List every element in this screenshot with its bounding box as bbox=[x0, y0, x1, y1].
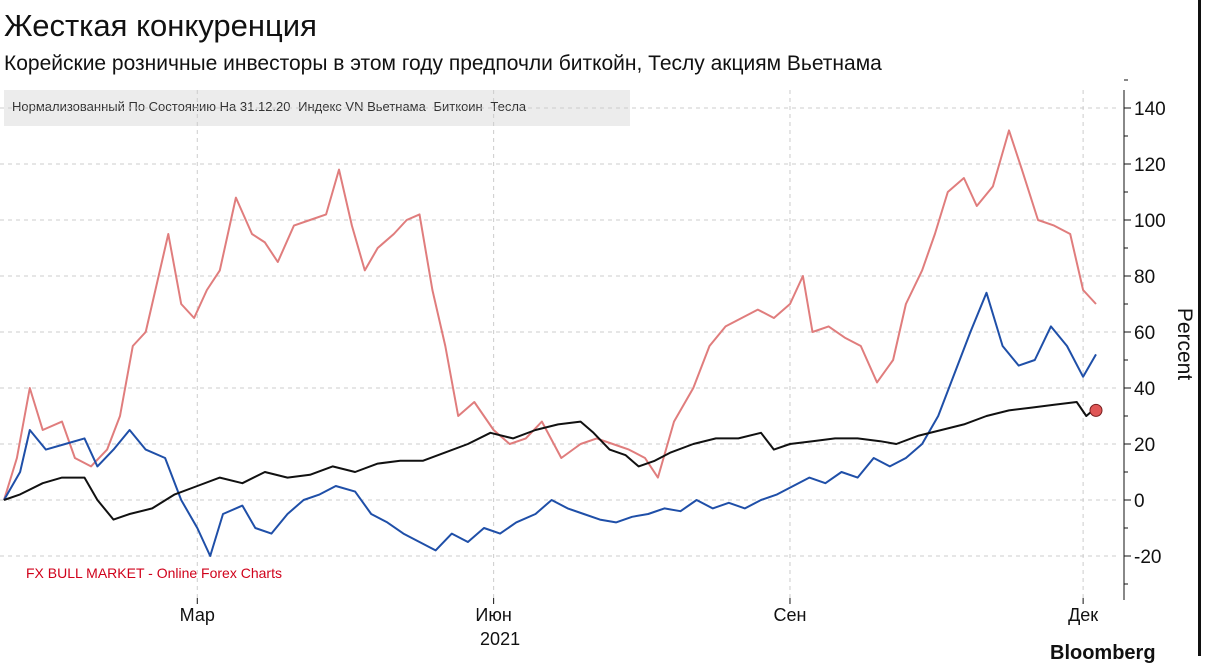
brand-logo-text: Bloomberg bbox=[1050, 642, 1156, 664]
legend-entry-vn-index: Индекс VN Вьетнама bbox=[298, 99, 426, 114]
legend-entry-bitcoin: Биткоин bbox=[433, 99, 483, 114]
y-axis: -20 0 20 40 60 80 100 120 140 bbox=[1123, 79, 1166, 600]
legend-normalized-label: Нормализованный По Состоянию На 31.12.20 bbox=[12, 99, 291, 114]
legend-entry-tesla: Тесла bbox=[490, 99, 527, 114]
series-line-tesla bbox=[3, 291, 1097, 557]
chart-title: Жесткая конкуренция bbox=[4, 8, 317, 43]
x-tick-label: Сен bbox=[774, 605, 807, 625]
end-marker bbox=[1089, 403, 1103, 417]
end-marker-group bbox=[1089, 403, 1103, 417]
y-tick-label: 20 bbox=[1134, 435, 1155, 456]
y-axis-title: Percent bbox=[1173, 307, 1196, 381]
legend: Нормализованный По Состоянию На 31.12.20… bbox=[4, 90, 630, 126]
chart-subtitle: Корейские розничные инвесторы в этом год… bbox=[4, 52, 882, 75]
x-tick-label: Июн bbox=[475, 605, 511, 625]
y-tick-label: 120 bbox=[1134, 155, 1166, 176]
y-tick-label: 40 bbox=[1134, 379, 1155, 400]
x-year-label: 2021 bbox=[480, 629, 520, 649]
y-tick-label: 60 bbox=[1134, 323, 1155, 344]
x-axis: Мар Июн Сен Дек 2021 bbox=[180, 598, 1098, 649]
y-tick-label: 100 bbox=[1134, 211, 1166, 232]
series-line-bitcoin bbox=[3, 129, 1097, 501]
x-tick-label: Дек bbox=[1068, 605, 1098, 625]
watermark: FX BULL MARKET - Online Forex Charts bbox=[26, 565, 282, 581]
series-group bbox=[3, 129, 1097, 557]
grid bbox=[0, 90, 1120, 600]
x-tick-label: Мар bbox=[180, 605, 215, 625]
series-line-vn-index bbox=[3, 401, 1097, 521]
y-tick-label: 0 bbox=[1134, 491, 1145, 512]
y-tick-label: 80 bbox=[1134, 267, 1155, 288]
y-tick-label: -20 bbox=[1134, 547, 1161, 568]
y-tick-label: 140 bbox=[1134, 99, 1166, 120]
